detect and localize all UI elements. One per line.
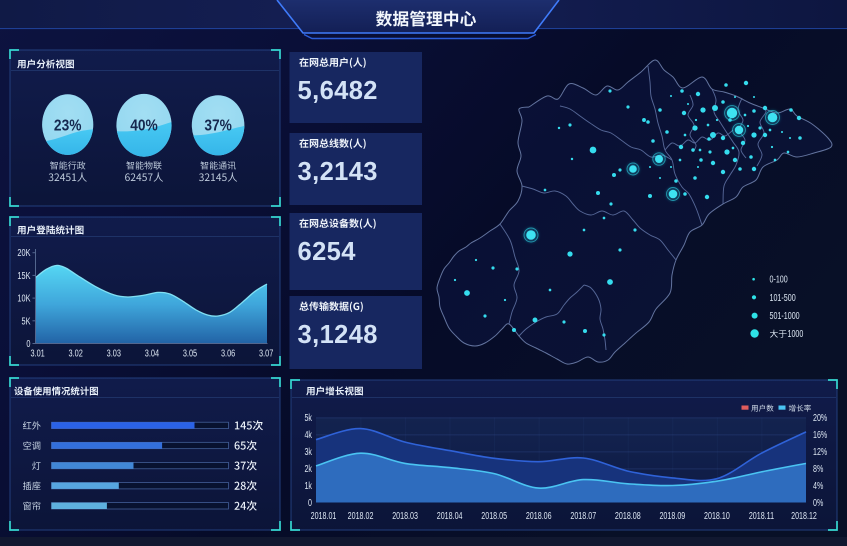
svg-text:20%: 20% [813, 412, 827, 424]
svg-text:2018.04: 2018.04 [437, 510, 463, 522]
svg-text:20K: 20K [17, 247, 30, 259]
svg-text:3,1248: 3,1248 [298, 321, 378, 349]
svg-text:3.06: 3.06 [221, 347, 235, 359]
svg-text:2018.02: 2018.02 [348, 510, 374, 522]
svg-text:3.05: 3.05 [183, 347, 197, 359]
svg-text:15K: 15K [17, 270, 30, 282]
svg-text:3,2143: 3,2143 [298, 158, 378, 186]
svg-text:3.07: 3.07 [259, 347, 273, 359]
svg-text:6254: 6254 [298, 238, 357, 266]
svg-text:2018.12: 2018.12 [791, 510, 817, 522]
svg-text:4k: 4k [304, 429, 312, 441]
svg-text:16%: 16% [813, 429, 827, 441]
svg-text:23%: 23% [54, 117, 82, 135]
svg-text:40%: 40% [130, 117, 158, 135]
svg-text:2018.01: 2018.01 [311, 510, 337, 522]
svg-text:12%: 12% [813, 446, 827, 458]
svg-text:2018.07: 2018.07 [570, 510, 596, 522]
svg-text:101-500: 101-500 [770, 291, 796, 303]
svg-text:4%: 4% [813, 480, 823, 492]
svg-text:1000: 1000 [788, 328, 804, 340]
svg-text:3.01: 3.01 [30, 347, 44, 359]
svg-text:37%: 37% [204, 117, 232, 135]
svg-text:2018.10: 2018.10 [704, 510, 730, 522]
svg-text:5k: 5k [304, 412, 312, 424]
svg-text:2k: 2k [304, 463, 312, 475]
svg-text:3.04: 3.04 [145, 347, 159, 359]
svg-text:0-100: 0-100 [770, 273, 788, 285]
svg-text:3k: 3k [304, 446, 312, 458]
svg-text:0: 0 [26, 338, 30, 350]
svg-text:0%: 0% [813, 497, 823, 509]
svg-text:3.03: 3.03 [107, 347, 121, 359]
svg-text:5K: 5K [22, 315, 31, 327]
svg-text:5,6482: 5,6482 [298, 77, 378, 105]
svg-text:1k: 1k [304, 480, 312, 492]
svg-text:501-1000: 501-1000 [770, 310, 800, 322]
svg-text:2018.11: 2018.11 [749, 510, 774, 522]
svg-text:2018.08: 2018.08 [615, 510, 641, 522]
svg-text:2018.06: 2018.06 [526, 510, 552, 522]
svg-text:8%: 8% [813, 463, 823, 475]
svg-text:2018.03: 2018.03 [392, 510, 418, 522]
svg-text:2018.05: 2018.05 [481, 510, 507, 522]
svg-text:2018.09: 2018.09 [659, 510, 685, 522]
svg-text:3.02: 3.02 [69, 347, 83, 359]
svg-text:10K: 10K [17, 292, 30, 304]
svg-text:0: 0 [308, 497, 312, 509]
